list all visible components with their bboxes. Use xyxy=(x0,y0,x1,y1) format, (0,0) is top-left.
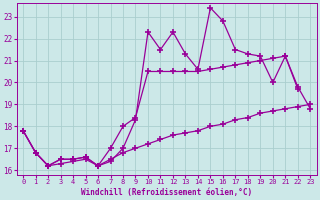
X-axis label: Windchill (Refroidissement éolien,°C): Windchill (Refroidissement éolien,°C) xyxy=(81,188,252,197)
